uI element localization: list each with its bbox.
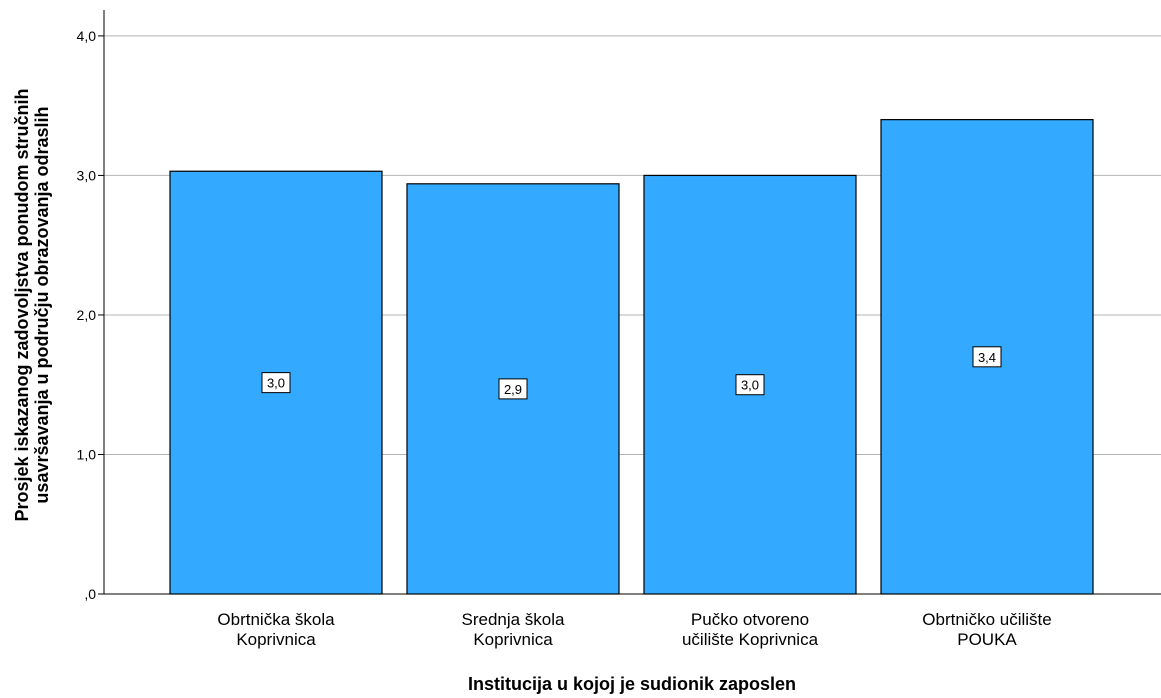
data-label: 3,4 bbox=[978, 350, 996, 365]
x-tick-label: Koprivnica bbox=[473, 630, 553, 649]
data-label: 2,9 bbox=[504, 382, 522, 397]
bars bbox=[169, 119, 1094, 595]
y-axis-title-line: usavršavanja u području obrazovanja odra… bbox=[32, 106, 52, 503]
x-tick-label: Pučko otvoreno bbox=[691, 610, 809, 629]
x-tick-label: Obrtničko učilište bbox=[922, 610, 1051, 629]
x-tick-label: Srednja škola bbox=[461, 610, 565, 629]
data-label-box bbox=[498, 378, 528, 400]
x-tick-label: POUKA bbox=[957, 630, 1017, 649]
y-tick-label: 1,0 bbox=[77, 446, 97, 462]
x-tick-label: učilište Koprivnica bbox=[682, 630, 819, 649]
x-tick-label: Obrtnička škola bbox=[217, 610, 335, 629]
y-tick-label: ,0 bbox=[84, 586, 96, 602]
y-tick-label: 4,0 bbox=[77, 28, 97, 44]
y-axis-ticks: ,0 1,0 2,0 3,0 4,0 bbox=[77, 28, 104, 602]
y-axis-title: Prosjek iskazanog zadovoljstva ponudom s… bbox=[12, 88, 52, 521]
x-tick-label: Koprivnica bbox=[236, 630, 316, 649]
y-tick-label: 3,0 bbox=[77, 167, 97, 183]
data-label: 3,0 bbox=[267, 376, 285, 391]
data-labels: 3,0 2,9 3,0 3,4 bbox=[261, 346, 1002, 400]
y-axis-title-line: Prosjek iskazanog zadovoljstva ponudom s… bbox=[12, 88, 32, 521]
data-label: 3,0 bbox=[741, 378, 759, 393]
data-label-box bbox=[261, 372, 291, 394]
data-label-box bbox=[972, 346, 1002, 368]
x-axis-title: Institucija u kojoj je sudionik zaposlen bbox=[468, 674, 796, 694]
y-tick-label: 2,0 bbox=[77, 307, 97, 323]
data-label-box bbox=[735, 374, 765, 396]
